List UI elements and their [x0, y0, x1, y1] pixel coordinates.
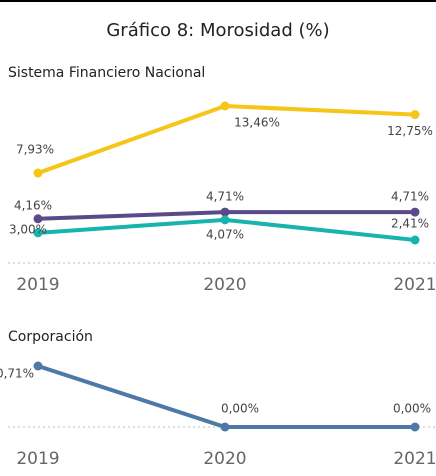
series-line [37, 103, 416, 175]
value-label: 13,46% [234, 116, 280, 130]
value-label: 2,41% [391, 217, 429, 231]
x-tick-label: 2019 [16, 449, 59, 469]
series-line [37, 364, 415, 429]
point [410, 235, 420, 245]
x-tick-label: 2020 [203, 275, 246, 295]
value-label: 3,00% [9, 222, 47, 236]
subchart-title: Sistema Financiero Nacional [8, 65, 205, 81]
point [220, 215, 230, 225]
value-label: 4,07% [206, 227, 244, 241]
value-label: 0,00% [221, 402, 259, 416]
x-tick-label: 2021 [393, 449, 436, 469]
value-label: 7,93% [16, 143, 54, 157]
value-label: 0,71% [0, 367, 34, 381]
point [33, 361, 43, 371]
point [220, 207, 230, 217]
point [33, 214, 43, 224]
subchart-title: Corporación [8, 329, 93, 345]
value-label: 0,00% [393, 402, 431, 416]
chart-title: Gráfico 8: Morosidad (%) [106, 20, 329, 41]
value-label: 4,71% [206, 190, 244, 204]
value-label: 4,16% [14, 198, 52, 212]
point [220, 422, 230, 432]
point [410, 207, 420, 217]
point [33, 228, 43, 238]
x-tick-label: 2021 [393, 275, 436, 295]
point [410, 422, 420, 432]
x-tick-label: 2020 [203, 449, 246, 469]
value-label: 12,75% [387, 124, 433, 138]
point [33, 168, 43, 178]
point [220, 101, 230, 111]
point [410, 110, 420, 120]
value-label: 4,71% [391, 190, 429, 204]
x-tick-label: 2019 [16, 275, 59, 295]
